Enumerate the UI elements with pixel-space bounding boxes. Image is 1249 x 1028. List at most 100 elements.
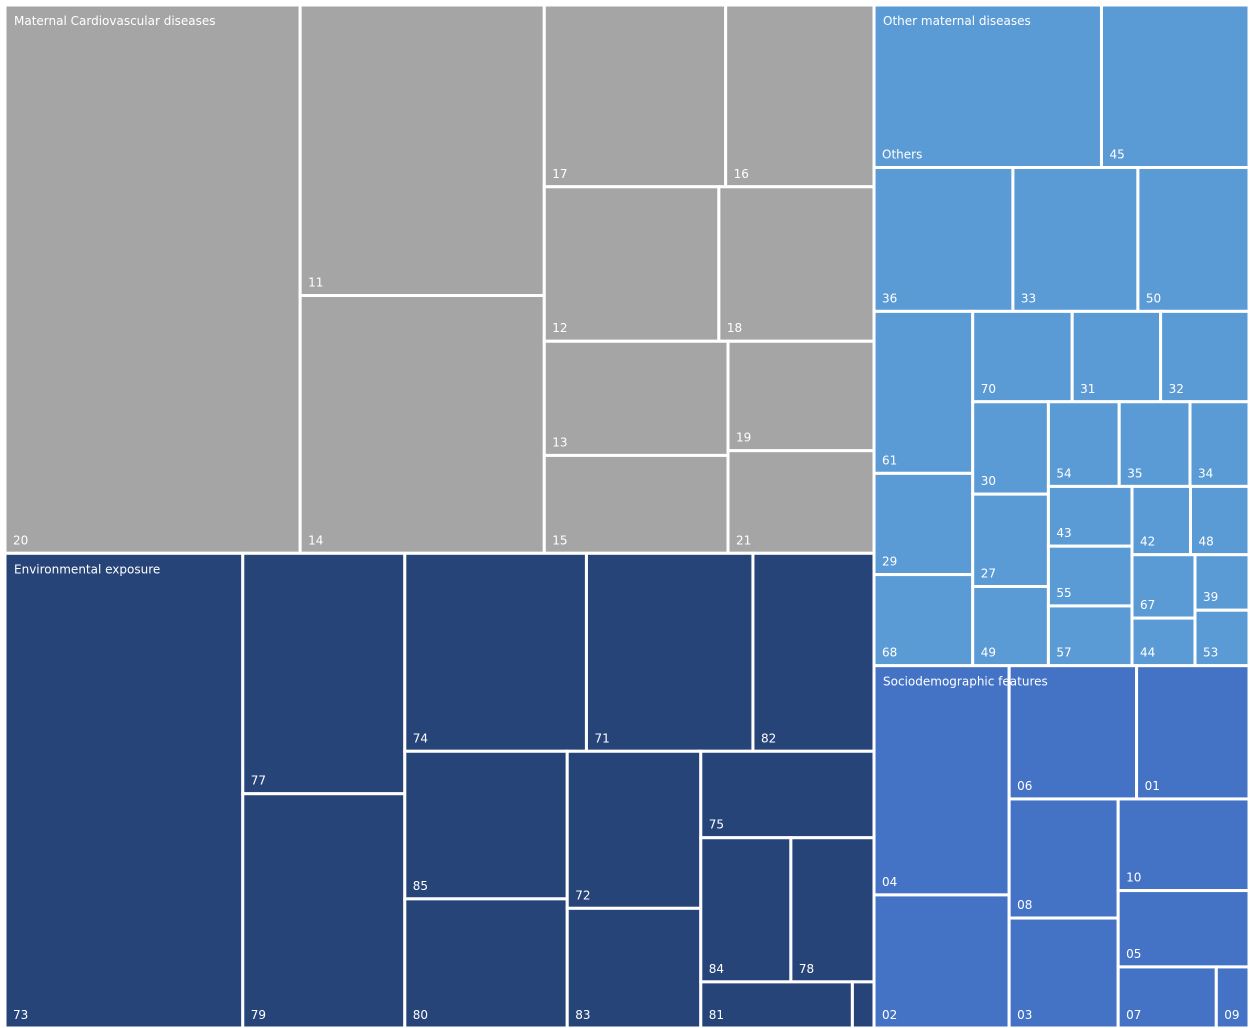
- tile-label: Others: [882, 148, 922, 162]
- group-label: Sociodemographic features: [883, 675, 1048, 689]
- tile-label: 11: [308, 276, 323, 290]
- tile: [1116, 797, 1249, 893]
- tile-label: 06: [1017, 779, 1032, 793]
- tile: [751, 551, 876, 753]
- tile-label: 07: [1126, 1008, 1141, 1022]
- tile-label: 84: [709, 962, 724, 976]
- tile-label: 19: [736, 431, 751, 445]
- tile-label: 79: [251, 1008, 266, 1022]
- tile: [699, 836, 793, 984]
- tile: [298, 294, 546, 555]
- tile-label: 75: [709, 818, 724, 832]
- tile: [1159, 309, 1249, 404]
- tile-label: 57: [1056, 646, 1071, 660]
- tile-label: 29: [882, 555, 897, 569]
- tile-label: 17: [552, 167, 567, 181]
- tile: [1007, 664, 1139, 801]
- tile: [1136, 166, 1249, 313]
- tile-label: 09: [1224, 1008, 1239, 1022]
- tile: [1099, 3, 1249, 170]
- tile-label: 34: [1198, 466, 1213, 480]
- tile-label: 27: [981, 567, 996, 581]
- tile: [3, 3, 302, 555]
- tile: [542, 3, 728, 189]
- tile-label: 02: [882, 1008, 897, 1022]
- tile-label: 61: [882, 453, 897, 467]
- tile: [3, 551, 245, 1028]
- tile: [565, 749, 703, 910]
- tile-label: 74: [413, 731, 428, 745]
- tile-label: 67: [1140, 598, 1155, 612]
- tile-label: 18: [727, 321, 742, 335]
- tile: [726, 339, 876, 453]
- tile-label: 77: [251, 774, 266, 788]
- tile-label: 05: [1126, 947, 1141, 961]
- tile: [403, 749, 569, 901]
- tile-label: 13: [552, 435, 567, 449]
- tile-label: 15: [552, 533, 567, 547]
- tile-label: 14: [308, 533, 323, 547]
- tile: [872, 166, 1015, 313]
- tile-label: 16: [734, 167, 749, 181]
- tile-label: 55: [1056, 586, 1071, 600]
- tile-label: 42: [1140, 535, 1155, 549]
- tile-label: 54: [1056, 466, 1071, 480]
- tile-label: 08: [1017, 898, 1032, 912]
- tile: [789, 836, 876, 984]
- tile-label: 53: [1203, 646, 1218, 660]
- tile-label: 32: [1169, 382, 1184, 396]
- group-label: Maternal Cardiovascular diseases: [14, 14, 216, 28]
- tile: [850, 980, 876, 1028]
- tile-label: 30: [981, 474, 996, 488]
- tile: [1011, 166, 1140, 313]
- tile-label: 72: [575, 888, 590, 902]
- tile: [542, 339, 730, 457]
- tile-label: 44: [1140, 646, 1155, 660]
- tile-label: 03: [1017, 1008, 1032, 1022]
- tile-label: 80: [413, 1008, 428, 1022]
- tile: [717, 185, 876, 343]
- tile: [403, 897, 569, 1028]
- tile-label: 33: [1021, 291, 1036, 305]
- tile: [1188, 484, 1249, 557]
- tile-label: 39: [1203, 590, 1218, 604]
- tile: [542, 185, 721, 343]
- tile: [542, 453, 730, 555]
- tile-label: 49: [981, 646, 996, 660]
- tile-label: 36: [882, 291, 897, 305]
- tile-label: 35: [1127, 466, 1142, 480]
- tile: [1007, 797, 1120, 920]
- tile-label: 31: [1080, 382, 1095, 396]
- tile-label: 83: [575, 1008, 590, 1022]
- tile: [241, 792, 407, 1028]
- tile: [565, 906, 703, 1028]
- tile-label: 45: [1109, 148, 1124, 162]
- tile: [699, 749, 876, 840]
- tile-label: 21: [736, 533, 751, 547]
- tile-label: 43: [1056, 526, 1071, 540]
- tile: [1116, 965, 1218, 1028]
- tile-label: 50: [1146, 291, 1161, 305]
- tile-label: 71: [594, 731, 609, 745]
- tile: [726, 449, 876, 555]
- tile-label: 82: [761, 731, 776, 745]
- tile-label: 81: [709, 1008, 724, 1022]
- group-label: Other maternal diseases: [883, 14, 1031, 28]
- tile: [724, 3, 876, 189]
- tile: [298, 3, 546, 298]
- tile: [872, 3, 1103, 170]
- tile-label: 10: [1126, 871, 1141, 885]
- tile: [584, 551, 755, 753]
- tile: [872, 664, 1011, 897]
- tile: [403, 551, 588, 753]
- group-label: Environmental exposure: [14, 562, 160, 576]
- tile-label: 68: [882, 646, 897, 660]
- tile-label: 04: [882, 875, 897, 889]
- tile: [1116, 889, 1249, 969]
- tile: [971, 309, 1074, 404]
- tile-label: 73: [13, 1008, 28, 1022]
- tile: [699, 980, 854, 1028]
- tile-label: 01: [1145, 779, 1160, 793]
